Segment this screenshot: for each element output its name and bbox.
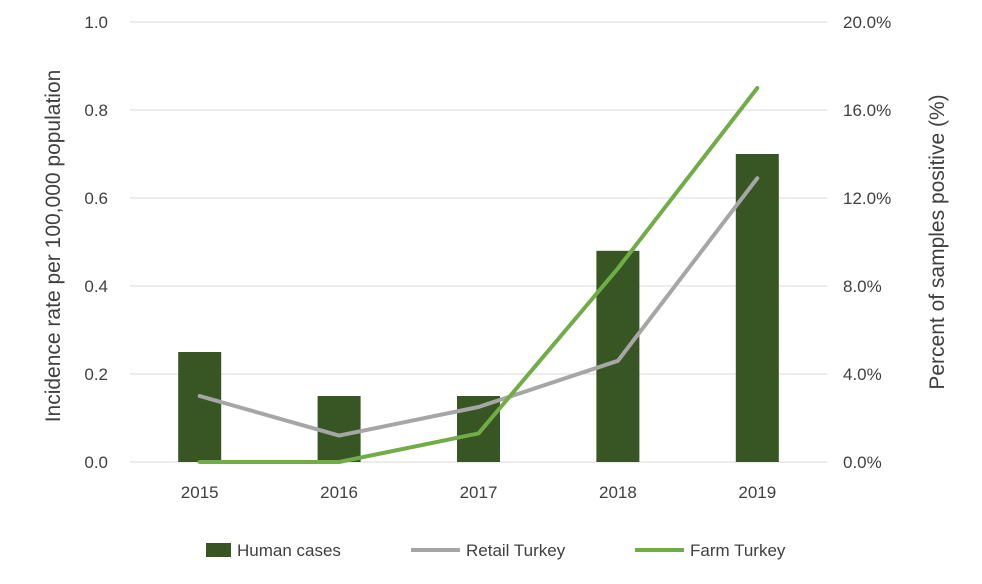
legend-label-human-cases: Human cases <box>237 541 341 560</box>
legend-label-retail-turkey: Retail Turkey <box>466 541 566 560</box>
left-tick-label: 0.4 <box>84 277 108 296</box>
right-tick-label: 0.0% <box>843 453 882 472</box>
x-axis-ticks: 2015 2016 2017 2018 2019 <box>181 483 776 502</box>
right-tick-label: 4.0% <box>843 365 882 384</box>
bar-human-cases <box>596 250 640 462</box>
x-tick-label: 2016 <box>320 483 358 502</box>
x-tick-label: 2018 <box>599 483 637 502</box>
x-tick-label: 2015 <box>181 483 219 502</box>
bar-human-cases <box>317 396 361 462</box>
left-tick-label: 0.6 <box>84 189 108 208</box>
left-tick-label: 0.0 <box>84 453 108 472</box>
series-lines <box>197 86 760 464</box>
x-tick-label: 2017 <box>460 483 498 502</box>
bar-human-cases <box>178 352 222 462</box>
bars <box>178 154 779 462</box>
left-tick-label: 0.2 <box>84 365 108 384</box>
legend-swatch-human-cases <box>206 543 231 557</box>
right-tick-label: 20.0% <box>843 13 891 32</box>
x-tick-label: 2019 <box>738 483 776 502</box>
right-tick-label: 16.0% <box>843 101 891 120</box>
left-axis-title: Incidence rate per 100,000 population <box>42 70 65 423</box>
gridlines <box>130 21 827 463</box>
left-tick-label: 0.8 <box>84 101 108 120</box>
legend-label-farm-turkey: Farm Turkey <box>690 541 786 560</box>
left-tick-label: 1.0 <box>84 13 108 32</box>
right-tick-label: 8.0% <box>843 277 882 296</box>
line-retail-turkey <box>197 176 760 438</box>
right-tick-label: 12.0% <box>843 189 891 208</box>
line-farm-turkey <box>197 86 760 464</box>
right-axis-ticks: 0.0% 4.0% 8.0% 12.0% 16.0% 20.0% <box>843 13 891 472</box>
legend: Human cases Retail Turkey Farm Turkey <box>206 541 786 560</box>
right-axis-title: Percent of samples positive (%) <box>926 94 949 389</box>
bar-human-cases <box>735 154 779 462</box>
left-axis-ticks: 0.0 0.2 0.4 0.6 0.8 1.0 <box>84 13 108 472</box>
